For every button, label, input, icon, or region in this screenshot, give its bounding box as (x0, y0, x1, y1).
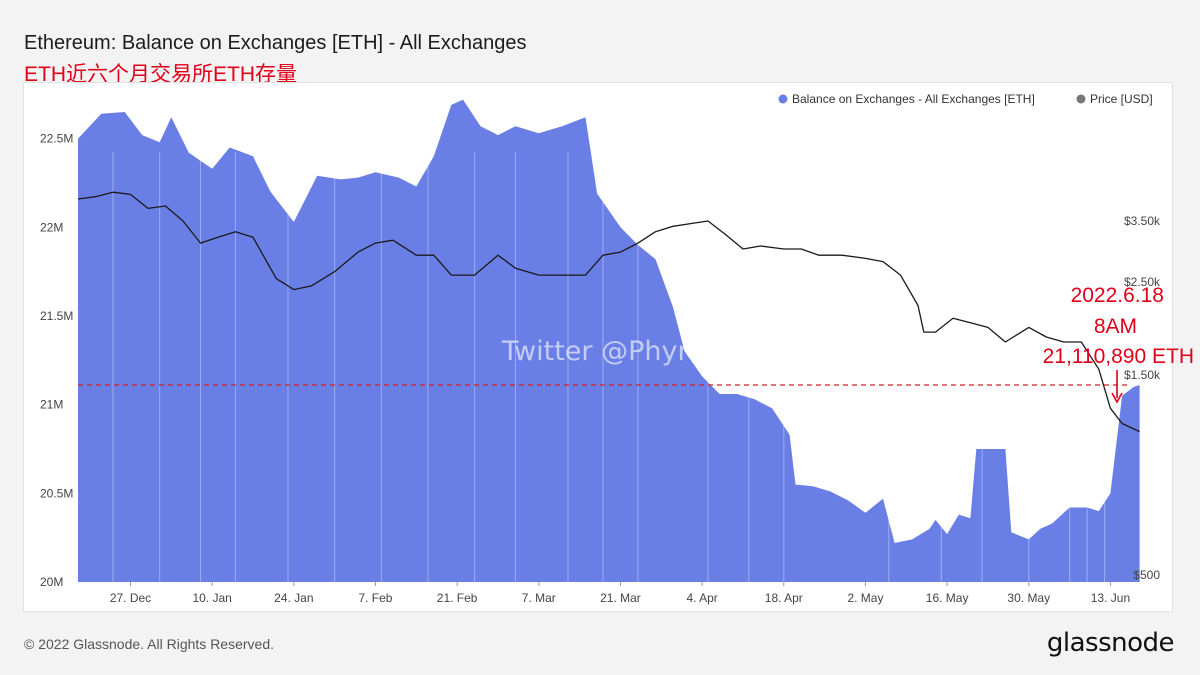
y-left-tick-label: 21.5M (40, 309, 73, 323)
price-line (77, 191, 1140, 433)
annotation-arrow-head (1111, 392, 1123, 404)
y-right-tick-label: $1.50k (1124, 368, 1161, 382)
watermark: Twitter @Phyrex_Ni (501, 336, 761, 367)
annotation-time: 8AM (1094, 315, 1137, 338)
annotation-value: 21,110,890 ETH (1043, 345, 1194, 368)
y-left-tick-label: 22.5M (40, 132, 73, 146)
chart-subtitle: ETH近六个月交易所ETH存量 (24, 63, 297, 86)
y-right-tick-label: $500 (1133, 568, 1160, 582)
x-tick-label: 2. May (847, 591, 883, 605)
y-left-tick-label: 22M (40, 220, 63, 234)
legend-price-dot (1076, 94, 1086, 104)
x-tick-label: 13. Jun (1091, 591, 1130, 605)
legend-balance-label[interactable]: Balance on Exchanges - All Exchanges [ET… (792, 92, 1035, 106)
x-tick-label: 30. May (1007, 591, 1050, 605)
x-tick-label: 16. May (926, 591, 969, 605)
legend-balance-dot (778, 94, 788, 104)
balance-area (78, 99, 1140, 582)
x-tick-label: 24. Jan (274, 591, 313, 605)
x-tick-label: 4. Apr (686, 591, 717, 605)
x-tick-label: 10. Jan (192, 591, 231, 605)
x-tick-label: 21. Feb (437, 591, 478, 605)
y-left-tick-label: 20.5M (40, 486, 73, 500)
y-right-tick-label: $3.50k (1124, 214, 1161, 228)
x-tick-label: 21. Mar (600, 591, 641, 605)
x-tick-label: 27. Dec (110, 591, 151, 605)
chart-title: Ethereum: Balance on Exchanges [ETH] - A… (24, 32, 527, 54)
x-tick-label: 7. Feb (358, 591, 392, 605)
glassnode-logo: glassnode (1046, 628, 1175, 658)
copyright-footer: © 2022 Glassnode. All Rights Reserved. (24, 636, 275, 652)
x-tick-label: 7. Mar (522, 591, 556, 605)
annotation-date: 2022.6.18 (1071, 284, 1164, 307)
legend-price-label[interactable]: Price [USD] (1090, 92, 1153, 106)
y-left-tick-label: 21M (40, 398, 63, 412)
y-left-tick-label: 20M (40, 575, 63, 589)
x-tick-label: 18. Apr (765, 591, 803, 605)
y-right-tick-label: $2.50k (1124, 275, 1161, 289)
